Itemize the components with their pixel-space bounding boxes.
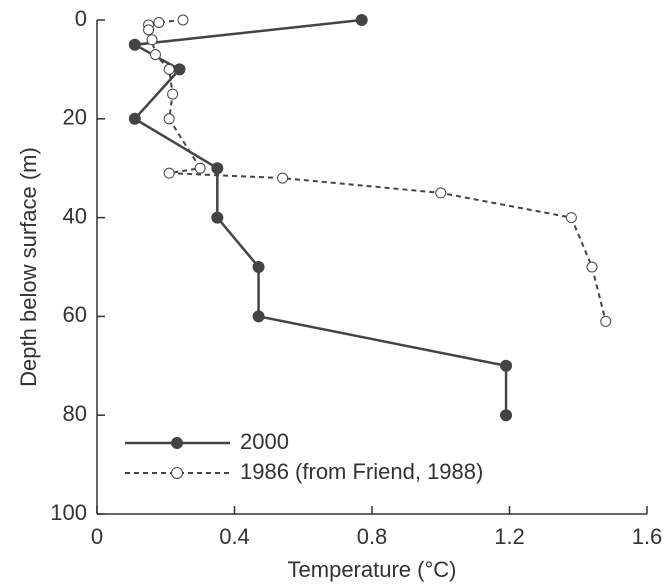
legend-label: 2000	[240, 429, 289, 454]
x-tick-label: 1.6	[632, 524, 663, 549]
data-point	[435, 187, 447, 199]
data-point	[173, 63, 186, 76]
legend-label: 1986 (from Friend, 1988)	[240, 459, 483, 484]
series-line	[130, 18, 508, 416]
data-point	[177, 14, 189, 26]
data-point	[565, 212, 577, 224]
data-point	[194, 162, 206, 174]
y-tick-label: 100	[50, 500, 87, 525]
data-point	[500, 409, 513, 422]
data-point	[500, 359, 513, 372]
data-point	[586, 261, 598, 273]
y-tick-label: 0	[75, 6, 87, 31]
x-tick-label: 0.8	[357, 524, 388, 549]
data-point	[128, 38, 141, 51]
legend-marker	[171, 467, 183, 479]
y-tick-label: 40	[63, 203, 87, 228]
data-point	[211, 162, 224, 175]
x-axis-label: Temperature (°C)	[288, 557, 457, 582]
x-tick-label: 0	[91, 524, 103, 549]
y-tick-label: 60	[63, 302, 87, 327]
y-tick-label: 80	[63, 401, 87, 426]
legend-marker	[171, 437, 183, 449]
x-tick-label: 1.2	[494, 524, 525, 549]
y-tick-label: 20	[63, 105, 87, 130]
data-point	[146, 34, 158, 46]
data-point	[163, 63, 175, 75]
x-tick-label: 0.4	[219, 524, 250, 549]
y-axis-label: Depth below surface (m)	[16, 147, 41, 387]
data-point	[277, 172, 289, 184]
data-point	[128, 112, 141, 125]
data-point	[252, 261, 265, 273]
data-point	[211, 211, 224, 224]
data-point	[153, 16, 165, 28]
data-point	[143, 24, 155, 36]
data-point	[600, 315, 612, 327]
data-point	[149, 49, 161, 61]
data-point	[167, 88, 179, 100]
data-point	[163, 113, 175, 125]
data-point	[252, 310, 265, 323]
data-point	[163, 167, 175, 179]
data-point	[355, 14, 368, 26]
